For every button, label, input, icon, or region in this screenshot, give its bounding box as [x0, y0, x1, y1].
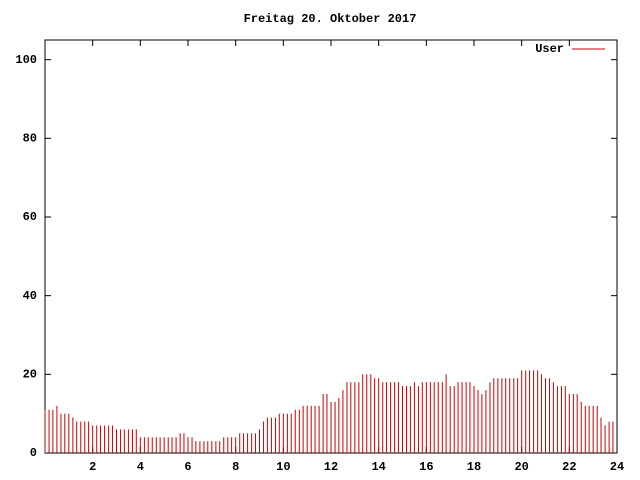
y-tick-label: 0	[30, 446, 37, 460]
y-tick-label: 20	[23, 368, 37, 382]
x-tick-label: 20	[514, 460, 528, 474]
x-tick-label: 12	[324, 460, 338, 474]
x-tick-label: 14	[371, 460, 385, 474]
y-tick-label: 60	[23, 210, 37, 224]
x-tick-label: 8	[232, 460, 239, 474]
x-tick-label: 22	[562, 460, 576, 474]
plot-border	[44, 39, 618, 454]
x-tick-label: 4	[137, 460, 144, 474]
legend-label: User	[535, 42, 564, 56]
y-tick-label: 80	[23, 132, 37, 146]
x-tick-label: 6	[184, 460, 191, 474]
x-tick-label: 16	[419, 460, 433, 474]
y-tick-label: 40	[23, 289, 37, 303]
x-tick-label: 18	[467, 460, 481, 474]
x-tick-label: 2	[89, 460, 96, 474]
chart-title: Freitag 20. Oktober 2017	[244, 12, 417, 26]
y-tick-label: 100	[15, 53, 37, 67]
x-tick-label: 10	[276, 460, 290, 474]
x-tick-label: 24	[610, 460, 624, 474]
